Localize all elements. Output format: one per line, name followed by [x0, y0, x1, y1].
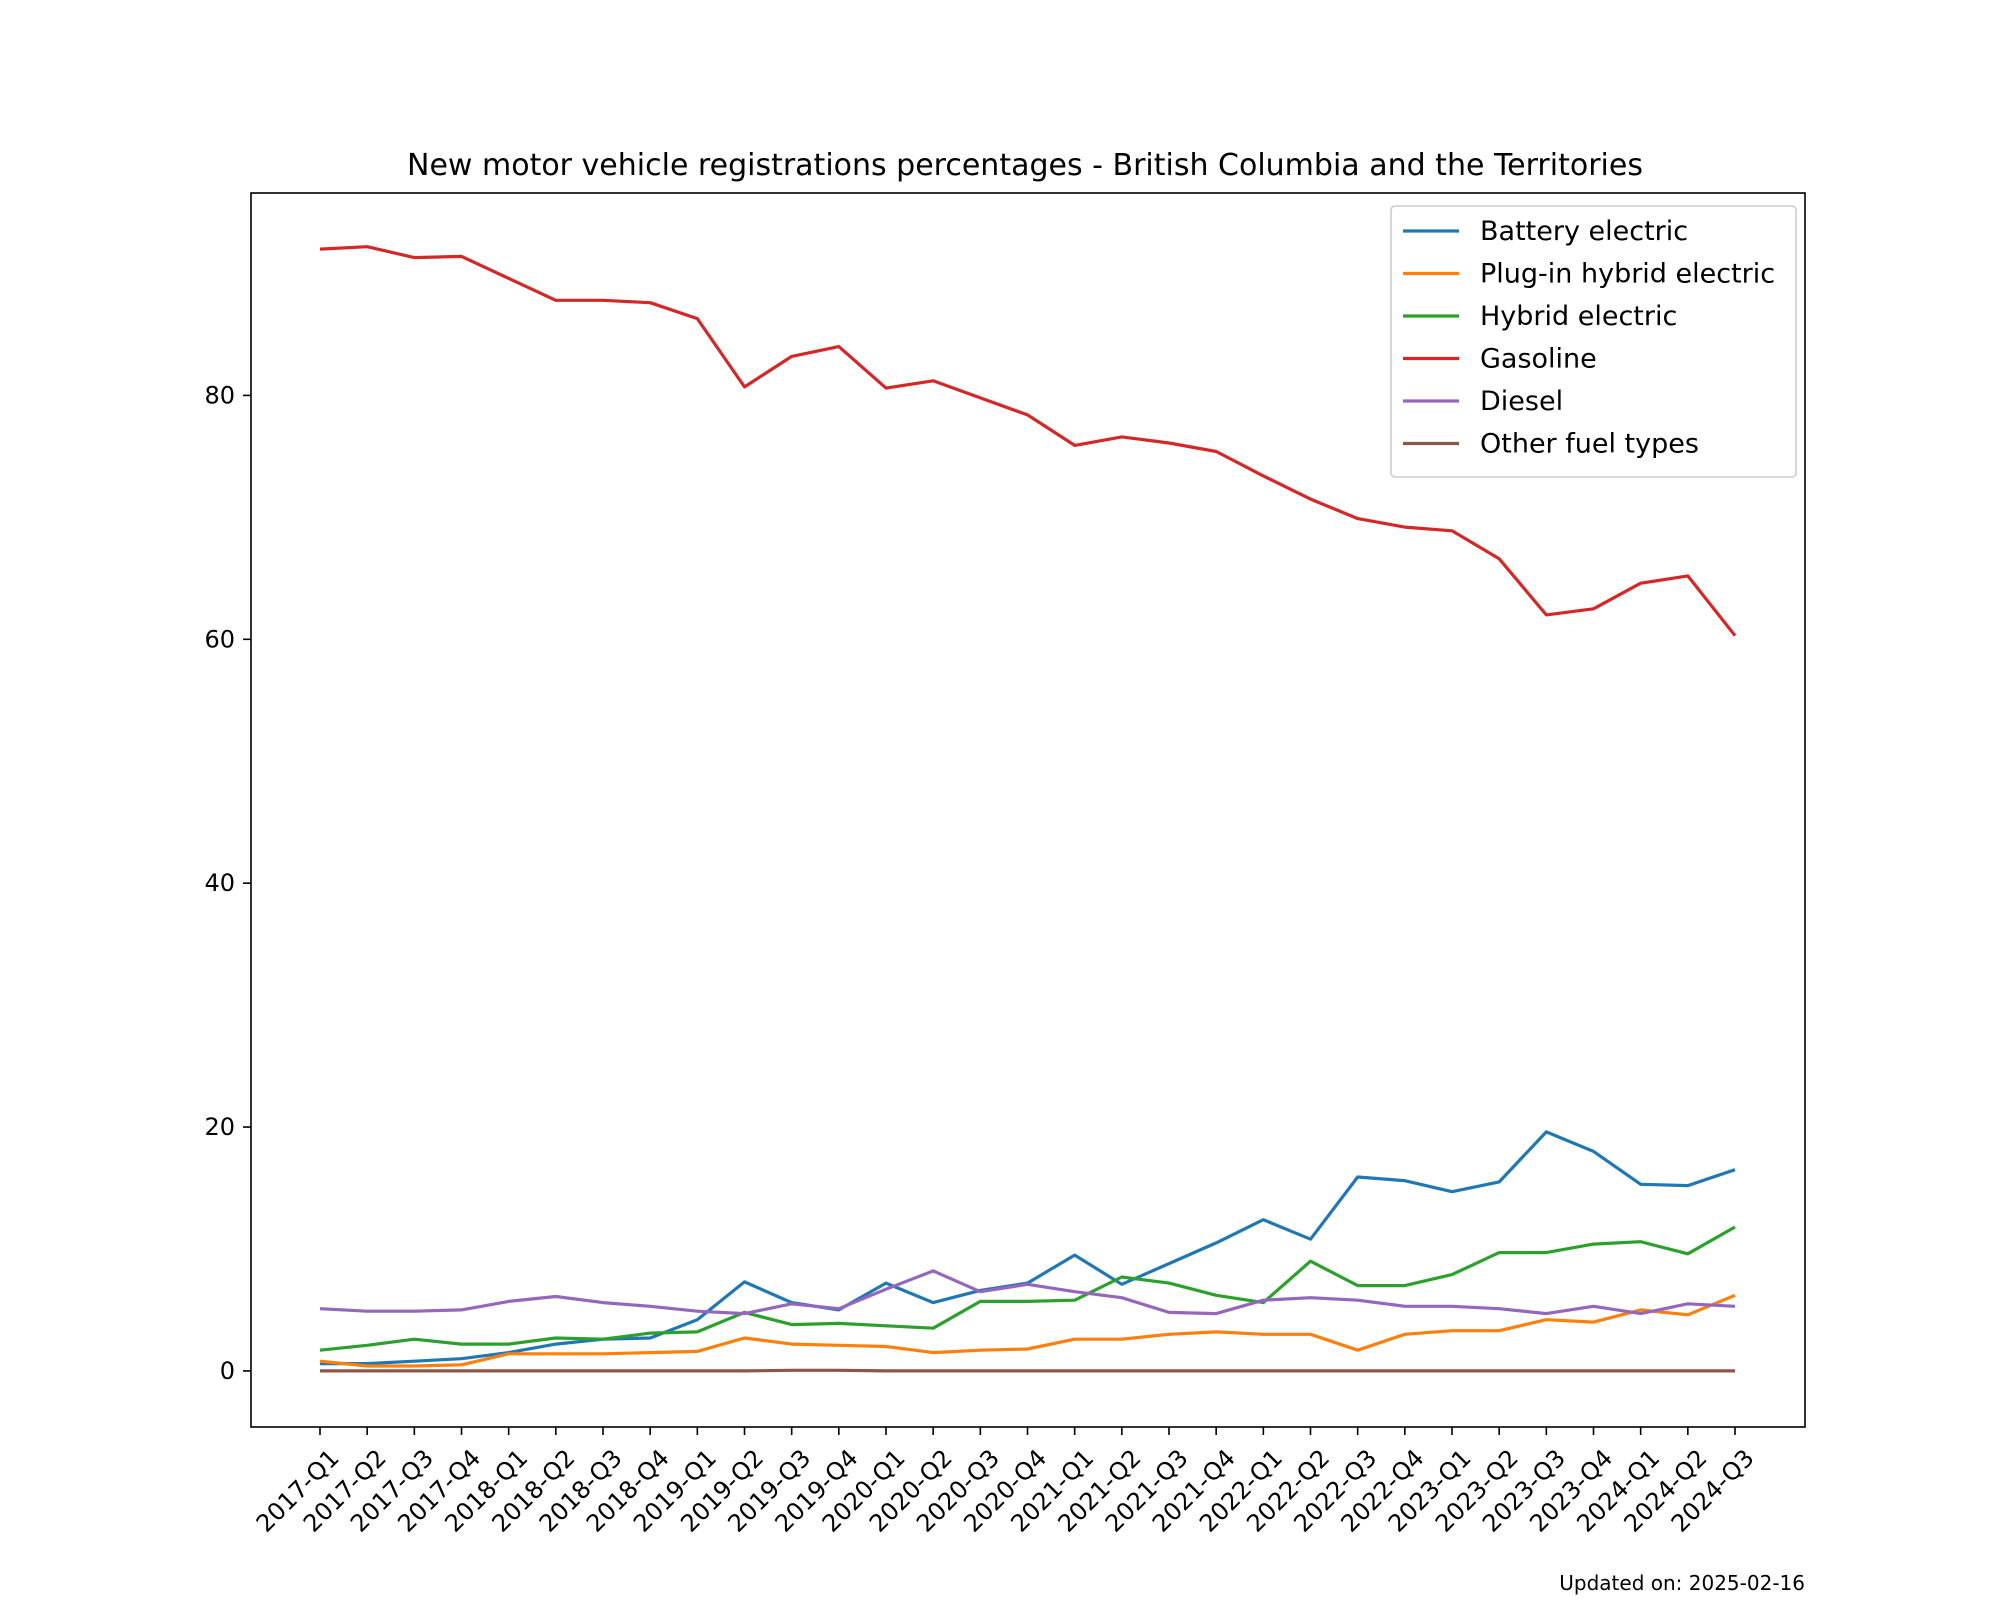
series-line-diesel	[319, 1269, 1736, 1316]
series-line-gasoline	[319, 245, 1737, 637]
legend: Battery electric Plug-in hybrid electric H…	[1390, 205, 1797, 478]
legend-box	[1390, 205, 1797, 478]
chart-title: New motor vehicle registrations percenta…	[407, 148, 1643, 183]
legend-label-diesel: Diesel	[1480, 386, 1563, 417]
y-tick-label: 80	[204, 381, 235, 409]
y-tick-label: 40	[204, 869, 235, 897]
y-tick-label: 20	[204, 1113, 235, 1141]
legend-label-other-fuel-types: Other fuel types	[1480, 429, 1699, 460]
y-tick-label: 0	[220, 1357, 235, 1385]
updated-on-note: Updated on: 2025-02-16	[1559, 1571, 1805, 1595]
y-axis: 0 20 40 60 80	[204, 381, 251, 1385]
series-line-other-fuel-types	[320, 1368, 1735, 1373]
series-line-hybrid-electric	[319, 1225, 1736, 1352]
legend-label-plug-in-hybrid-electric: Plug-in hybrid electric	[1480, 259, 1775, 290]
y-tick-label: 60	[204, 625, 235, 653]
series-line-plug-in-hybrid-electric	[319, 1293, 1736, 1368]
legend-label-hybrid-electric: Hybrid electric	[1480, 301, 1677, 332]
plot-area	[319, 245, 1737, 1373]
legend-label-battery-electric: Battery electric	[1480, 216, 1688, 247]
legend-label-gasoline: Gasoline	[1480, 344, 1597, 375]
